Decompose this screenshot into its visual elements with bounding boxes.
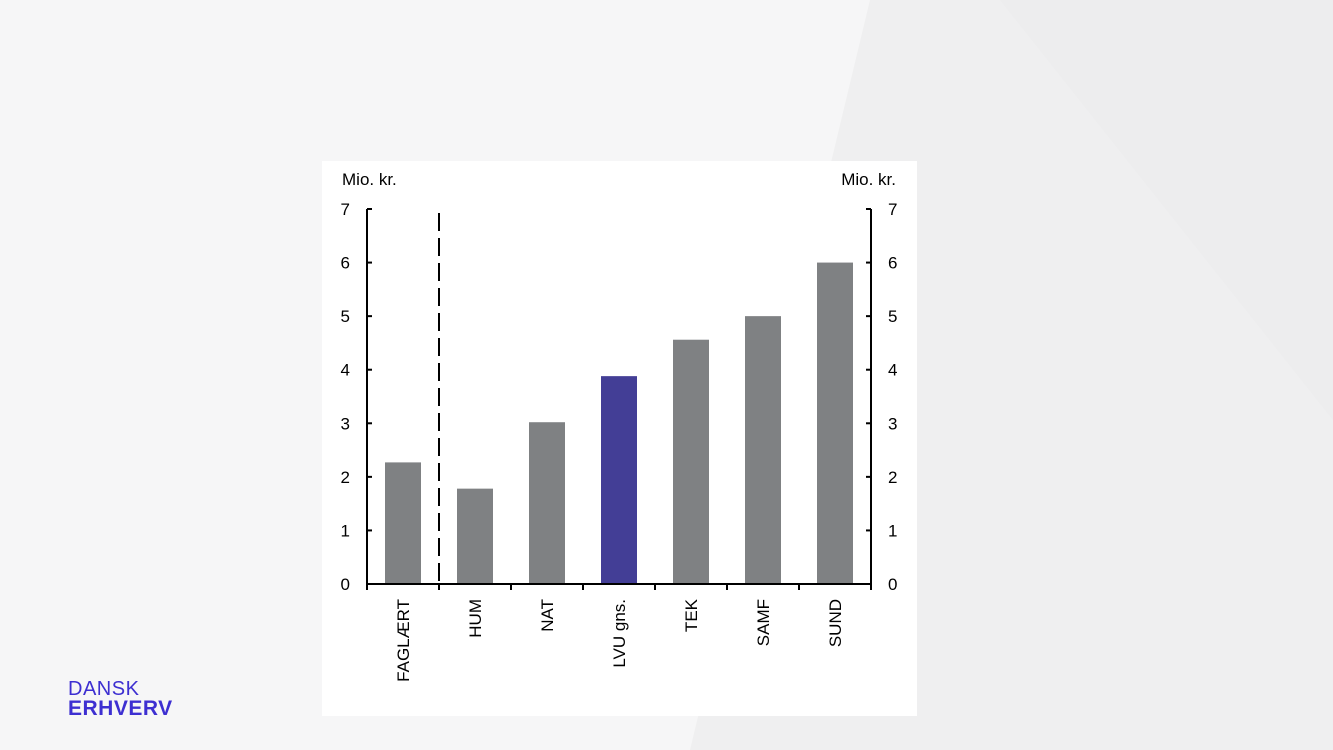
chart-panel: 0 0 1 1 2 2 3 3 4 4 5 5 6 6 7 7 Mio. kr. Mio. kr. FAGLÆRT H… <box>322 161 917 716</box>
y-tick-label-left: 1 <box>341 521 350 540</box>
bar-samf <box>745 316 781 584</box>
logo-line-2: ERHVERV <box>68 697 173 720</box>
bar-sund <box>817 262 853 584</box>
y-tick-label-right: 0 <box>888 575 897 594</box>
y-tick-label-right: 7 <box>888 200 897 219</box>
x-tick-label: HUM <box>466 599 485 638</box>
bar-faglært <box>385 462 421 584</box>
y-tick-label-left: 5 <box>341 307 350 326</box>
y-tick-label-left: 0 <box>341 575 350 594</box>
dansk-erhverv-logo: DANSK ERHVERV <box>68 678 173 720</box>
y-tick-label-right: 4 <box>888 361 897 380</box>
x-tick-label: SUND <box>826 599 845 647</box>
y-axis-label-left: Mio. kr. <box>342 170 397 189</box>
bar-lvu-gns- <box>601 376 637 584</box>
logo-line-1: DANSK <box>68 678 140 700</box>
x-tick-label: LVU gns. <box>610 599 629 668</box>
y-tick-label-right: 6 <box>888 254 897 273</box>
bar-nat <box>529 422 565 584</box>
y-tick-label-right: 1 <box>888 521 897 540</box>
bar-chart: 0 0 1 1 2 2 3 3 4 4 5 5 6 6 7 7 Mio. kr. Mio. kr. FAGLÆRT H… <box>341 170 898 682</box>
y-tick-label-left: 7 <box>341 200 350 219</box>
x-tick-label: TEK <box>682 598 701 632</box>
y-tick-label-right: 3 <box>888 414 897 433</box>
x-tick-label: NAT <box>538 599 557 632</box>
y-tick-label-left: 4 <box>341 361 350 380</box>
y-tick-label-right: 2 <box>888 468 897 487</box>
x-tick-label: SAMF <box>754 599 773 646</box>
y-tick-label-left: 6 <box>341 254 350 273</box>
bar-hum <box>457 488 493 584</box>
bar-tek <box>673 339 709 584</box>
y-axis-label-right: Mio. kr. <box>841 170 896 189</box>
x-tick-label: FAGLÆRT <box>394 599 413 682</box>
y-tick-label-left: 2 <box>341 468 350 487</box>
y-tick-label-right: 5 <box>888 307 897 326</box>
y-tick-label-left: 3 <box>341 414 350 433</box>
